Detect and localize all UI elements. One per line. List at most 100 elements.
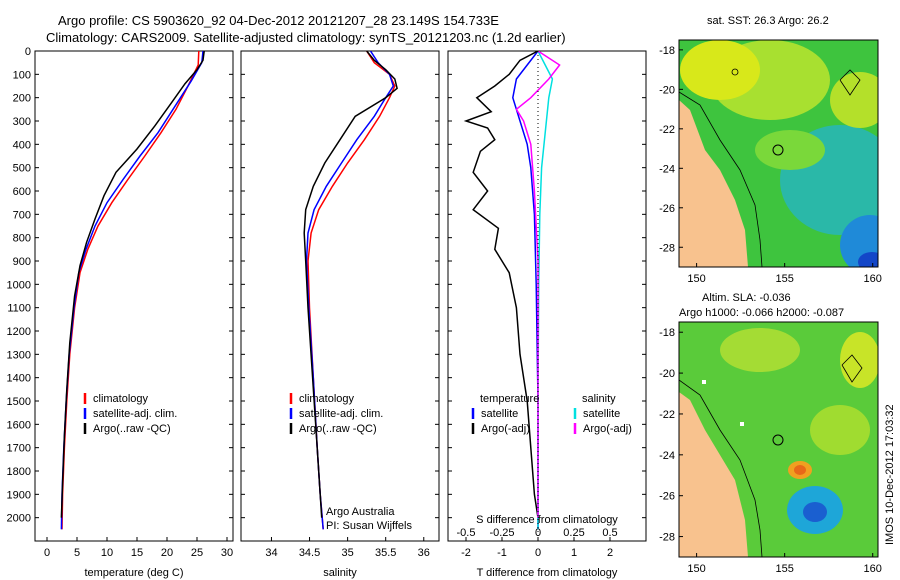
temperature-xtick-label: 25 — [191, 547, 203, 559]
depth-tick-label: 1100 — [7, 303, 31, 315]
salinity-line-argo-raw-qc- — [303, 51, 398, 518]
header-line2: Climatology: CARS2009. Satellite-adjuste… — [46, 30, 566, 45]
depth-tick-label: 600 — [13, 186, 31, 198]
salinity-annotation-line: Argo Australia — [326, 506, 395, 518]
difference-legend-right-title: salinity — [582, 393, 616, 405]
sst-map-frame — [678, 39, 879, 268]
sst-map-xtick-label: 155 — [775, 273, 793, 285]
salinity-legend-label: climatology — [299, 393, 355, 405]
depth-tick-label: 1000 — [7, 279, 31, 291]
temperature-xtick-label: 10 — [101, 547, 113, 559]
sla-map-xtick-label: 160 — [864, 563, 882, 575]
salinity-xlabel: salinity — [323, 567, 357, 579]
difference-xtick-label: 0 — [535, 547, 541, 559]
depth-tick-label: 800 — [13, 233, 31, 245]
depth-tick-label: 1600 — [7, 419, 31, 431]
difference-stick-label: -0.25 — [489, 527, 514, 539]
depth-tick-label: 1700 — [7, 443, 31, 455]
sla-map-title-line1: Altim. SLA: -0.036 — [702, 292, 791, 304]
sla-map-xtick-label: 150 — [687, 563, 705, 575]
depth-tick-label: 0 — [25, 46, 31, 58]
salinity-xtick-label: 34 — [265, 547, 277, 559]
sst-map-ytick-label: -18 — [659, 45, 675, 57]
depth-tick-label: 1800 — [7, 466, 31, 478]
depth-tick-label: 1200 — [7, 326, 31, 338]
depth-tick-label: 700 — [13, 209, 31, 221]
temperature-line-satellite-adj-clim- — [60, 51, 204, 530]
difference-xtick-label: 2 — [607, 547, 613, 559]
temperature-xtick-label: 15 — [131, 547, 143, 559]
difference-stick-label: 0 — [535, 527, 541, 539]
difference-line-t-satellite — [512, 51, 539, 530]
temperature-xtick-label: 0 — [44, 547, 50, 559]
salinity-xtick-label: 35 — [341, 547, 353, 559]
sla-map-ytick-label: -20 — [659, 368, 675, 380]
difference-legend-left-title: temperature — [480, 393, 539, 405]
sla-map-ytick-label: -28 — [659, 532, 675, 544]
depth-tick-label: 1900 — [7, 489, 31, 501]
difference-xlabel-top: S difference from climatology — [476, 514, 618, 526]
depth-tick-label: 400 — [13, 139, 31, 151]
depth-tick-label: 200 — [13, 93, 31, 105]
depth-tick-label: 1400 — [7, 373, 31, 385]
sst-map-xtick-label: 160 — [864, 273, 882, 285]
salinity-line-satellite-adj-clim- — [305, 51, 395, 530]
salinity-axes-frame — [240, 50, 440, 542]
difference-axes-frame — [447, 50, 647, 542]
sst-map-ytick-label: -24 — [659, 163, 675, 175]
sla-map-frame — [678, 321, 879, 558]
temperature-xlabel: temperature (deg C) — [84, 567, 183, 579]
difference-xlabel: T difference from climatology — [477, 567, 618, 579]
difference-stick-label: 0.5 — [602, 527, 617, 539]
depth-tick-label: 500 — [13, 163, 31, 175]
sst-map-ytick-label: -26 — [659, 203, 675, 215]
sla-map-ytick-label: -24 — [659, 450, 675, 462]
sla-map-xtick-label: 155 — [775, 563, 793, 575]
difference-stick-label: 0.25 — [563, 527, 584, 539]
sla-map-title-line2: Argo h1000: -0.066 h2000: -0.087 — [679, 307, 844, 319]
depth-tick-label: 900 — [13, 256, 31, 268]
depth-tick-label: 300 — [13, 116, 31, 128]
salinity-legend-label: Argo(..raw -QC) — [299, 423, 377, 435]
salinity-xtick-label: 36 — [418, 547, 430, 559]
depth-tick-label: 1300 — [7, 349, 31, 361]
difference-legend-left-label: satellite — [481, 408, 518, 420]
temperature-legend-label: climatology — [93, 393, 149, 405]
sla-map — [679, 322, 878, 557]
depth-tick-label: 100 — [13, 69, 31, 81]
header-line1: Argo profile: CS 5903620_92 04-Dec-2012 … — [58, 13, 499, 28]
temperature-xtick-label: 20 — [161, 547, 173, 559]
salinity-xtick-label: 35.5 — [375, 547, 396, 559]
sst-map — [679, 40, 878, 267]
depth-tick-label: 2000 — [7, 513, 31, 525]
salinity-legend-label: satellite-adj. clim. — [299, 408, 383, 420]
temperature-xtick-label: 5 — [74, 547, 80, 559]
difference-legend-right-label: satellite — [583, 408, 620, 420]
difference-xtick-label: 1 — [571, 547, 577, 559]
sst-map-ytick-label: -22 — [659, 124, 675, 136]
temperature-line-argo-raw-qc- — [60, 51, 205, 518]
temperature-xtick-label: 30 — [221, 547, 233, 559]
sst-map-title: sat. SST: 26.3 Argo: 26.2 — [707, 15, 829, 27]
sst-map-xtick-label: 150 — [687, 273, 705, 285]
difference-legend-left-label: Argo(-adj) — [481, 423, 530, 435]
temperature-axes-frame — [34, 50, 234, 542]
temperature-legend-label: satellite-adj. clim. — [93, 408, 177, 420]
difference-stick-label: -0.5 — [457, 527, 476, 539]
difference-legend-right-label: Argo(-adj) — [583, 423, 632, 435]
difference-xtick-label: -1 — [497, 547, 507, 559]
depth-tick-label: 1500 — [7, 396, 31, 408]
imos-side-label: IMOS 10-Dec-2012 17:03:32 — [884, 404, 896, 545]
salinity-annotation-line: PI: Susan Wijffels — [326, 520, 412, 532]
difference-line-s-satellite — [537, 51, 554, 530]
sst-map-ytick-label: -20 — [659, 84, 675, 96]
sla-map-ytick-label: -18 — [659, 327, 675, 339]
sst-map-ytick-label: -28 — [659, 242, 675, 254]
sla-map-ytick-label: -22 — [659, 409, 675, 421]
temperature-legend-label: Argo(..raw -QC) — [93, 423, 171, 435]
temperature-line-climatology — [61, 51, 200, 530]
difference-line-t-argo-adj- — [463, 51, 539, 518]
sla-map-ytick-label: -26 — [659, 491, 675, 503]
difference-xtick-label: -2 — [461, 547, 471, 559]
